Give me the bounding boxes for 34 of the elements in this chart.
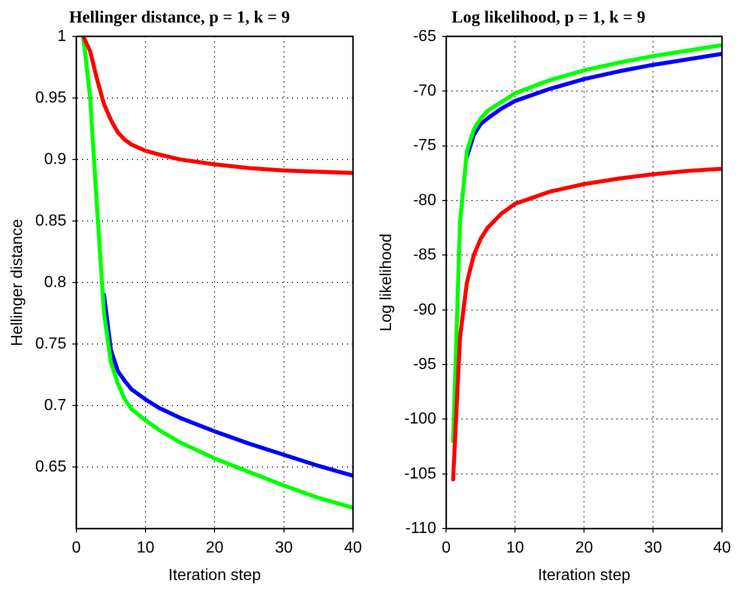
x-tick-label: 0 <box>442 540 451 557</box>
x-tick-label: 10 <box>136 540 155 557</box>
x-axis-title: Iteration step <box>538 566 630 584</box>
y-tick-label: 0.95 <box>35 89 66 106</box>
y-tick-label: -110 <box>405 520 436 538</box>
x-tick-label: 20 <box>206 540 224 557</box>
y-tick-label: -65 <box>413 28 436 45</box>
y-tick-label: 0.65 <box>35 458 66 476</box>
y-tick-label: -85 <box>413 246 436 264</box>
y-tick-label: -75 <box>413 137 436 154</box>
y-tick-label: 0.85 <box>35 212 66 230</box>
y-tick-label: -80 <box>413 192 436 209</box>
x-tick-label: 0 <box>72 540 81 557</box>
y-tick-label: 0.75 <box>35 335 66 352</box>
y-tick-label: -70 <box>413 82 436 100</box>
y-tick-label: 0.9 <box>44 150 66 168</box>
y-tick-label: -95 <box>413 356 436 373</box>
x-tick-label: 30 <box>274 540 293 557</box>
x-tick-label: 30 <box>644 540 662 557</box>
chart-title: Hellinger distance, p = 1, k = 9 <box>69 8 290 27</box>
x-tick-label: 40 <box>713 540 731 557</box>
y-axis-title: Hellinger distance <box>9 218 26 346</box>
x-axis-title: Iteration step <box>168 566 262 584</box>
x-tick-label: 20 <box>575 540 594 557</box>
y-tick-label: -100 <box>404 410 436 428</box>
x-tick-label: 10 <box>506 540 524 557</box>
y-tick-label: 0.7 <box>44 396 66 414</box>
y-tick-label: -105 <box>404 465 436 482</box>
y-tick-label: 0.8 <box>44 274 66 291</box>
y-axis-title: Log likelihood <box>378 234 396 332</box>
x-tick-label: 40 <box>344 540 362 557</box>
chart-title: Log likelihood, p = 1, k = 9 <box>452 8 646 27</box>
y-tick-label: -90 <box>413 301 436 318</box>
y-tick-label: 1 <box>57 28 66 45</box>
